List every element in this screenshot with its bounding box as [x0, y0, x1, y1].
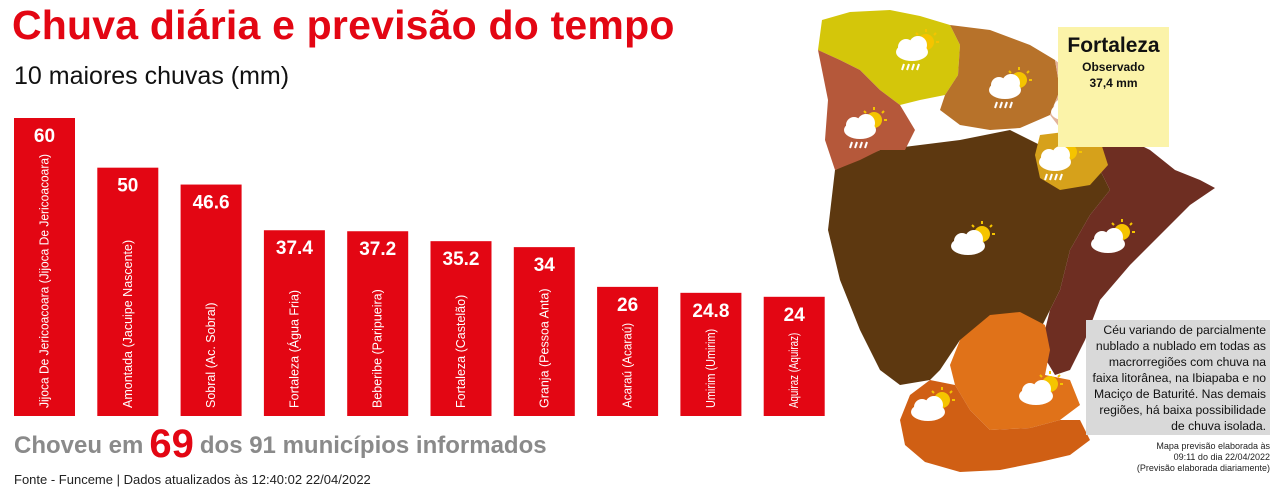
page-title: Chuva diária e previsão do tempo: [12, 2, 675, 48]
chart-subtitle: 10 maiores chuvas (mm): [14, 62, 290, 90]
bar-value-label: 24.8: [692, 301, 729, 322]
fortaleza-observed-box: Fortaleza Observado 37,4 mm: [1058, 27, 1169, 147]
bar-category-label: Acaraú (Acaraú): [621, 323, 635, 408]
bar-value-label: 46.6: [193, 193, 230, 214]
bar: [763, 296, 825, 416]
map-note-line: 09:11 do dia 22/04/2022: [1173, 452, 1270, 462]
summary-prefix: Choveu em: [14, 432, 144, 459]
rain-summary: Choveu em 69 dos 91 municípios informados: [14, 422, 547, 467]
bar-value-label: 26: [617, 295, 638, 316]
source-note: Fonte - Funceme | Dados atualizados às 1…: [14, 472, 371, 487]
bar: [597, 286, 659, 416]
bar-value-label: 34: [534, 255, 556, 276]
bar-value-label: 37.4: [276, 238, 313, 259]
bar-category-label: Granja (Pessoa Anta): [537, 288, 551, 408]
map-timestamp-note: Mapa previsão elaborada às 09:11 do dia …: [1110, 441, 1270, 474]
bar: [513, 247, 575, 416]
region-litoral-norte: [818, 10, 960, 105]
observed-label: Observado: [1082, 60, 1145, 74]
map-note-line: Mapa previsão elaborada às: [1156, 441, 1270, 451]
summary-count: 69: [149, 422, 194, 466]
forecast-description: Céu variando de parcialmente nublado a n…: [1086, 320, 1270, 435]
bar-value-label: 37.2: [359, 239, 396, 260]
region-sertao-central: [828, 130, 1110, 385]
bar-category-label: Umirim (Umirim): [704, 329, 718, 408]
bar: [680, 292, 742, 416]
bar-category-label: Amontada (Jacuipe Nascente): [121, 240, 135, 408]
bar-category-label: Beberibe (Paripueira): [371, 289, 385, 408]
bar-category-label: Jijoca De Jericoacoara (Jijoca De Jerico…: [38, 154, 52, 408]
bar-category-label: Fortaleza (Água Fria): [286, 290, 301, 408]
bar-category-label: Aquiraz (Aquiraz): [787, 333, 801, 408]
bar: [14, 118, 75, 416]
summary-suffix: dos 91 municípios informados: [199, 432, 547, 459]
bar-value-label: 60: [34, 126, 55, 147]
bar: [347, 231, 409, 416]
bar-category-label: Fortaleza (Castelão): [454, 295, 468, 408]
bar: [97, 167, 159, 416]
bar-value-label: 24: [784, 305, 806, 326]
city-name: Fortaleza: [1067, 34, 1160, 57]
bar: [430, 241, 492, 416]
bar-category-label: Sobral (Ac. Sobral): [204, 302, 218, 408]
region-ibiapaba: [818, 50, 915, 170]
bar-value-label: 50: [117, 176, 138, 197]
observed-value: 37,4 mm: [1089, 76, 1138, 90]
bar: [263, 230, 325, 416]
bar-chart: 60 Jijoca De Jericoacoara (Jijoca De Jeri…: [14, 118, 825, 416]
region-litoral-leste-jaguaribe: [1040, 135, 1215, 375]
bar-value-label: 35.2: [443, 249, 480, 270]
bar: [180, 184, 242, 416]
map-note-line: (Previsão elaborada diariamente): [1136, 463, 1270, 473]
